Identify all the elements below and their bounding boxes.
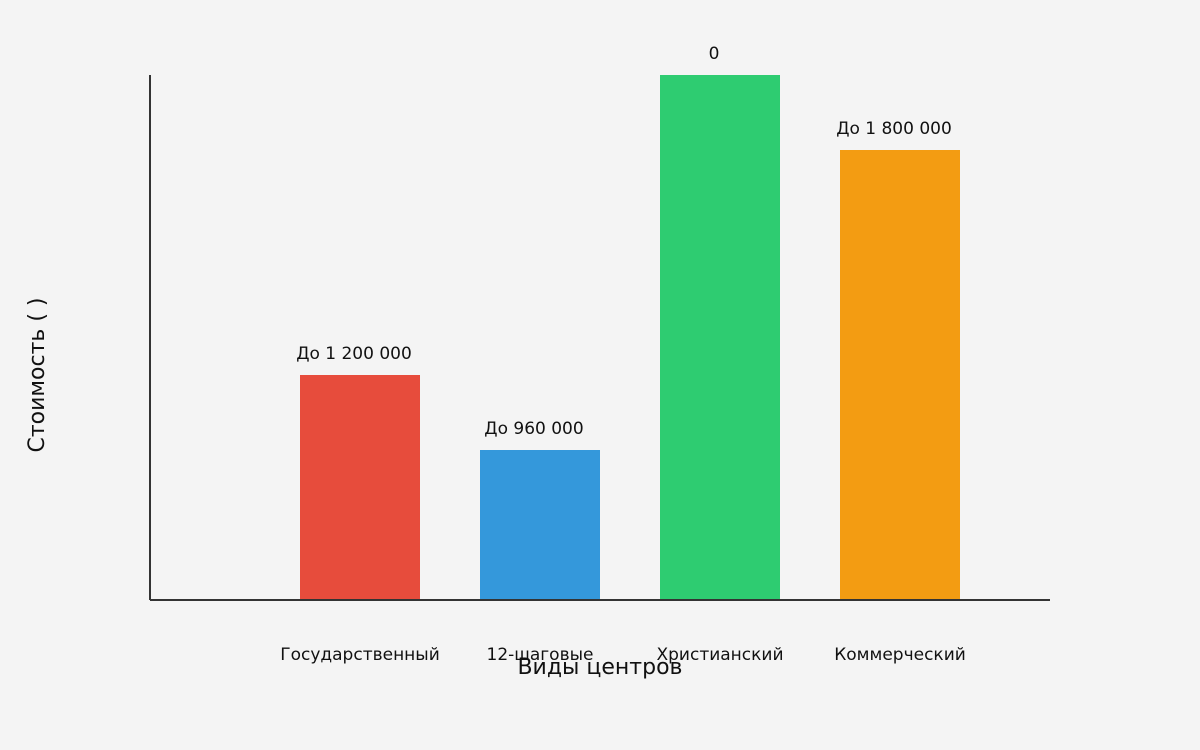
bar-annotation: До 1 800 000 [836, 119, 952, 139]
x-tick-label: Христианский [656, 645, 783, 665]
bar-annotation: До 1 200 000 [296, 344, 412, 364]
bar [300, 375, 420, 600]
bar [480, 450, 600, 600]
x-tick-label: Государственный [280, 645, 440, 665]
bar-annotation: 0 [709, 44, 720, 64]
bar [840, 150, 960, 600]
x-axis-title: Виды центров [517, 655, 682, 680]
y-axis-title: Стоимость ( ) [25, 297, 50, 452]
bar-annotation: До 960 000 [484, 419, 583, 439]
x-tick-label: 12-шаговые [487, 645, 594, 665]
x-tick-label: Коммерческий [834, 645, 966, 665]
bar [660, 75, 780, 600]
